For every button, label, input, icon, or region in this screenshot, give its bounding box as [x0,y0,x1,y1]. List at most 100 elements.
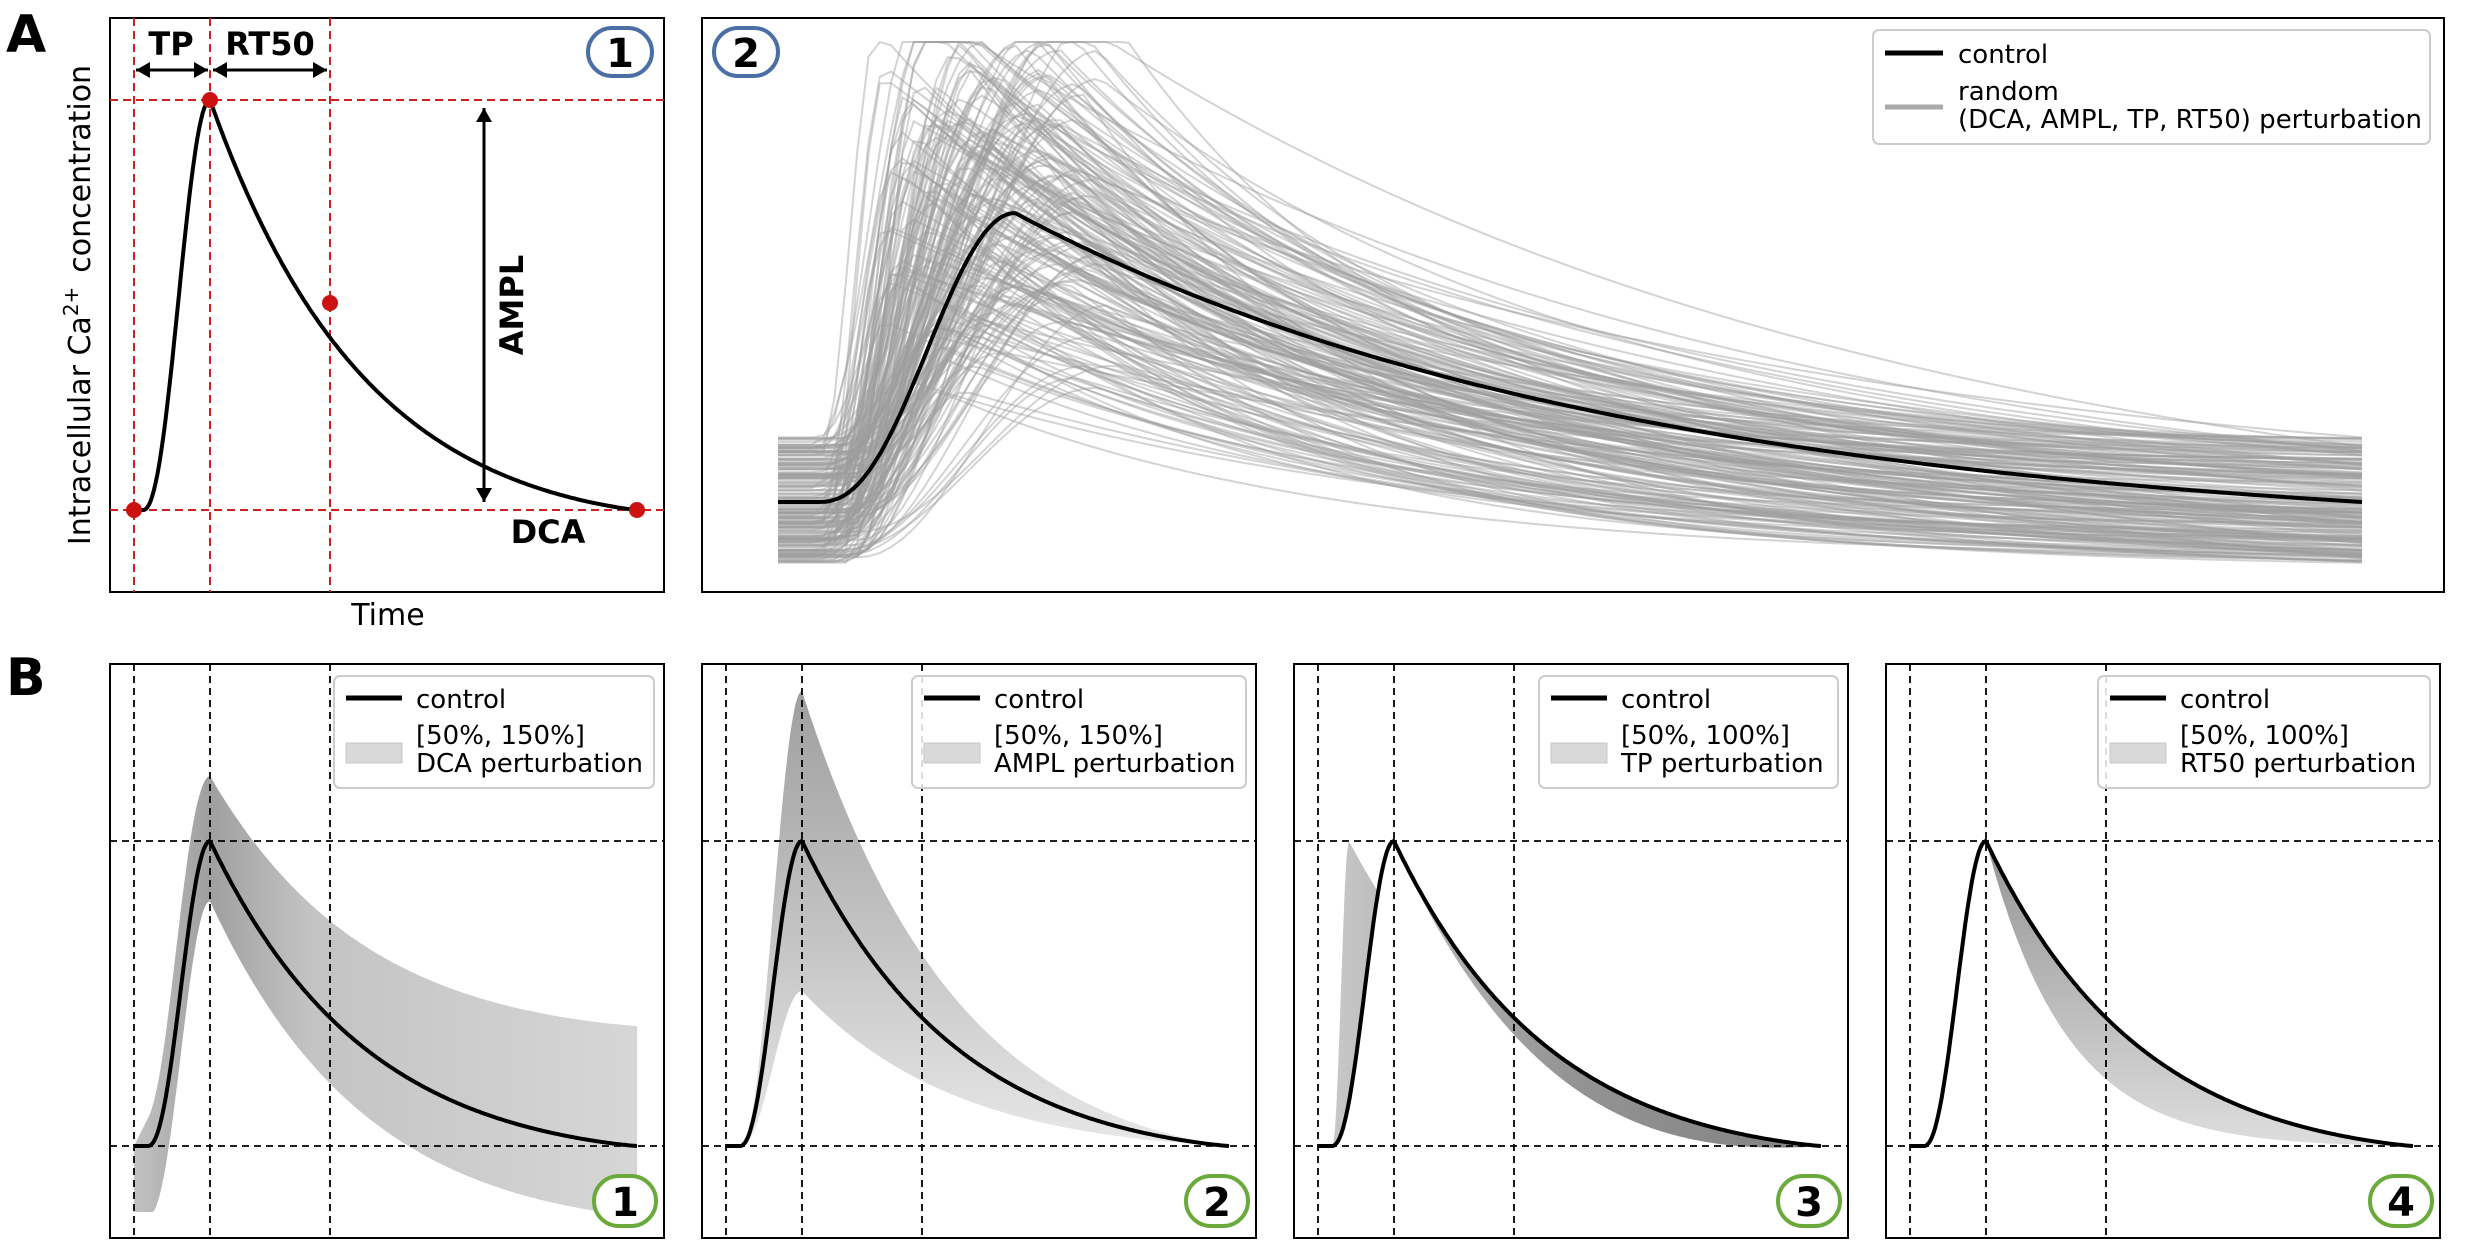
legend-label-range: [50%, 150%] [994,721,1163,751]
random-trace [778,326,2363,532]
random-trace [778,196,2363,470]
random-trace [778,160,2363,541]
random-trace [778,284,2363,526]
random-trace [778,40,2363,457]
legend-swatch-band [345,742,403,764]
annotation-dca: DCA [511,513,586,551]
random-trace [778,259,2363,539]
random-trace [778,175,2363,470]
control-trace [1910,838,2414,1148]
random-trace [778,243,2363,468]
random-trace [778,326,2363,543]
random-trace [778,248,2363,449]
chart-a2: 2 control random (DCA, AMPL, TP, RT50) p… [701,17,2445,593]
random-trace [778,41,2363,448]
legend-label-perturbation: AMPL perturbation [994,749,1235,779]
random-trace [778,214,2363,513]
random-trace [778,124,2363,555]
random-trace [778,167,2363,510]
feature-markers [126,92,645,518]
random-trace [778,41,2363,443]
panel-label-b: B [6,648,46,708]
random-trace [778,197,2363,487]
random-trace [778,303,2363,552]
legend-frame [1538,675,1839,789]
chart-b2: control [50%, 150%]AMPL perturbation 2 [701,663,1257,1239]
random-trace [778,74,2363,471]
random-trace [778,231,2363,544]
random-trace [778,124,2363,555]
chart-b1: control [50%, 150%]DCA perturbation 1 [109,663,665,1239]
random-trace [778,139,2363,502]
tp-arrow-head-start [136,62,150,78]
random-trace [778,49,2363,475]
badge-frame [592,1174,658,1228]
random-trace [778,376,2363,557]
random-trace [778,365,2363,537]
random-trace [778,109,2363,439]
perturbation-band [1910,841,2413,1146]
panel-badge: 2 [1203,1180,1231,1226]
random-trace [778,125,2363,495]
badge-frame [586,26,654,78]
random-trace [778,169,2363,518]
legend-label-control: control [994,685,1084,715]
random-trace [778,173,2363,440]
random-trace [778,194,2363,478]
random-trace [778,241,2363,447]
random-trace [778,304,2363,559]
random-trace [778,56,2363,491]
panel-badge: 1 [611,1180,639,1226]
b-panels: control[50%, 150%]DCA perturbation1contr… [109,663,2441,1239]
perturbation-band [134,776,637,1212]
y-axis-label-main: Intracellular Ca [63,316,98,545]
random-trace [778,70,2363,529]
random-trace [778,94,2363,535]
random-trace [778,136,2363,528]
random-trace [778,63,2363,478]
random-trace [778,138,2363,507]
random-trace [778,86,2363,461]
random-trace [778,41,2363,478]
random-trace [778,318,2363,483]
badge-frame [2368,1174,2434,1228]
random-trace [778,198,2363,554]
random-trace [778,182,2363,553]
random-trace [778,244,2363,562]
rt50-arrow [213,62,327,78]
random-trace [778,119,2363,454]
plot-frame [701,17,2445,593]
control-trace [778,211,2363,504]
random-trace [778,377,2363,546]
random-trace [778,202,2363,495]
plot-frame [109,663,665,1239]
random-trace [778,86,2363,556]
random-trace [778,320,2363,510]
control-trace [134,97,638,512]
legend-frame [2097,675,2431,789]
random-trace [778,115,2363,465]
random-trace [778,218,2363,519]
random-trace [778,296,2363,467]
random-trace [778,251,2363,563]
random-trace [778,391,2363,563]
random-trace [778,336,2363,552]
random-trace [778,170,2363,523]
random-trace [778,130,2363,499]
random-trace [778,180,2363,533]
random-trace [778,285,2363,540]
random-trace [778,197,2363,561]
random-trace [778,253,2363,555]
random-trace [778,174,2363,486]
random-trace [778,40,2363,474]
random-trace [778,118,2363,463]
random-trace [778,192,2363,524]
random-trace [778,130,2363,517]
panel-badge: 3 [1795,1180,1823,1226]
legend-label-random: random [1958,77,2059,107]
random-trace [778,77,2363,456]
random-trace [778,68,2363,537]
random-trace [778,272,2363,552]
random-trace [778,112,2363,457]
badge-frame [1776,1174,1842,1228]
